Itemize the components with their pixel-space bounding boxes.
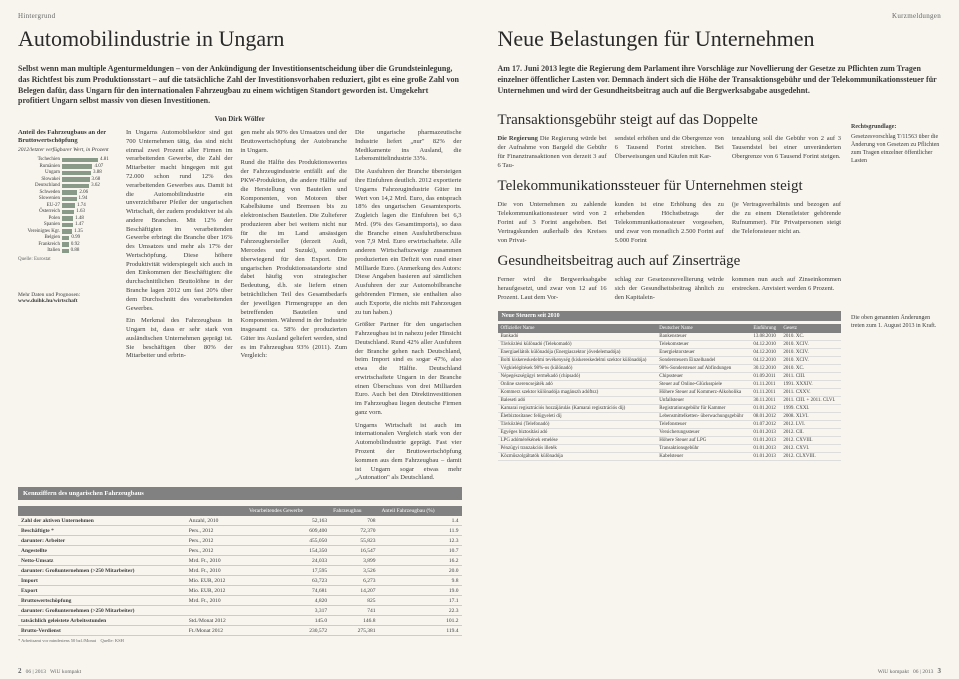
table-row: BruttowertschöpfungMrd. Ft., 20104,82082… — [18, 596, 462, 606]
bar-row: Vereinigtes Kgr.1.35 — [18, 228, 118, 234]
body-columns: Anteil des Fahrzeugbaus an der Bruttower… — [18, 129, 462, 487]
table-row: Baleseti adóUnfallsteuer30.11.20112011. … — [498, 396, 842, 404]
sec3-c1: Ferner wird die Bergwerksabgabe heraufge… — [498, 276, 607, 302]
bar-row: Tschechien4.81 — [18, 157, 118, 163]
right-sidebar: Rechtsgrundlage: Gesetzesvorschlag T/115… — [851, 104, 941, 460]
sidenote1-label: Rechtsgrundlage: — [851, 124, 941, 132]
table-row: Végkielégítések 98%-os (különadó)98%-Son… — [498, 364, 842, 372]
taxtable-title: Neue Steuern seit 2010 — [498, 311, 842, 321]
table-row: LPG adómérékének emeléseHöhere Steuer au… — [498, 436, 842, 444]
rubric-left: Hintergrund — [18, 12, 462, 20]
bar-chart: Tschechien4.81Rumänien4.07Ungarn3.88Slow… — [18, 157, 118, 254]
bar-row: Belgien0.99 — [18, 235, 118, 241]
table-row: BankadóBankensteuer13.08.20102010. XC. — [498, 333, 842, 341]
table-row: ImportMio. EUR, 201263,7236,2739.8 — [18, 576, 462, 586]
ktable-title: Kennziffern des ungarischen Fahrzeugbaus — [18, 487, 462, 500]
intro-right: Am 17. Juni 2013 legte die Regierung dem… — [498, 64, 942, 96]
table-row: Távközlési különadó (Telekomadó)Telekoms… — [498, 340, 842, 348]
right-page: Kurzmeldungen Neue Belastungen für Unter… — [480, 0, 959, 679]
table-row: Távközlési (Telefonadó)Telefonsteuer01.0… — [498, 420, 842, 428]
table-row: Energiaellátók különadója (Energiaszekto… — [498, 348, 842, 356]
table-row: ExportMio. EUR, 201274,68114,20719.0 — [18, 586, 462, 596]
col2: gen mehr als 90% des Umsatzes und der Br… — [241, 129, 348, 487]
chart-title: Anteil des Fahrzeugbaus an der Bruttower… — [18, 129, 118, 145]
footer-left: 2 06 | 2013 WiU kompakt — [18, 667, 81, 675]
table-row: Zahl der aktiven UnternehmenAnzahl, 2010… — [18, 516, 462, 526]
chart-source: Quelle: Eurostat — [18, 257, 118, 262]
table-row: Beschäftigte *Pers., 2012609,40072,37011… — [18, 526, 462, 536]
table-row: Egyéges biztosítási adóVersicherungssteu… — [498, 428, 842, 436]
sidenote2-text: Die oben genannten Änderungen treten zum… — [851, 315, 941, 331]
bar-row: Italien0.88 — [18, 248, 118, 254]
table-row: Kommerz szektor különadója magánszh adóf… — [498, 388, 842, 396]
bar-row: Deutschland3.62 — [18, 183, 118, 189]
footer-right: WiU kompakt 06 | 2013 3 — [878, 667, 941, 675]
bar-row: EU-271.74 — [18, 202, 118, 208]
ktable-note: * Arbeitsamt vor mindestens 50 bzl./Mona… — [18, 638, 96, 643]
table-row: Népegészségügyi termékadó (chipsadó)Chip… — [498, 372, 842, 380]
sidebar-chart: Anteil des Fahrzeugbaus an der Bruttower… — [18, 129, 118, 487]
bar-row: Slowenien1.94 — [18, 196, 118, 202]
col1: In Ungarns Automobilsektor sind gut 700 … — [126, 129, 233, 487]
sec1-c2: sendstel erhöhen und die Obergrenze von … — [615, 135, 724, 170]
bar-row: Spanien1.47 — [18, 222, 118, 228]
sec2-c3: (je Vertragsverhältnis und bezogen auf d… — [732, 201, 841, 245]
ktable-src: Quelle: KSH — [101, 638, 124, 643]
bar-row: Rumänien4.07 — [18, 163, 118, 169]
sideinfo-url: www.duihk.hu/wirtschaft — [18, 298, 118, 304]
table-row: Netto-UmsatzMrd. Ft., 201024,0333,89916.… — [18, 556, 462, 566]
right-main: Transaktionsgebühr steigt auf das Doppel… — [498, 104, 842, 460]
tax-table: Offizieller NameDeutscher NameEinführung… — [498, 324, 842, 461]
bar-row: Polen1.48 — [18, 215, 118, 221]
table-row: Online szerencsejáték adóSteuer auf Onli… — [498, 380, 842, 388]
bar-row: Österreich1.63 — [18, 209, 118, 215]
sec2-heading: Telekommunikationssteuer für Unternehmen… — [498, 178, 842, 195]
table-row: darunter: ArbeiterPers., 2012455,05055,8… — [18, 536, 462, 546]
headline-right: Neue Belastungen für Unternehmen — [498, 26, 942, 52]
sec2-c1: Die von Unternehmen zu zahlende Telekomm… — [498, 201, 607, 245]
bar-row: Slowakei3.68 — [18, 176, 118, 182]
chart-subtitle: 2012/letzter verfügbarer Wert, in Prozen… — [18, 147, 118, 153]
table-row: AngestelltePers., 2012154,35016,54710.7 — [18, 546, 462, 556]
table-row: tatsächlich geleistete ArbeitsstundenStd… — [18, 616, 462, 626]
sec3-c2: schlag zur Gesetzesnovellierung würde si… — [615, 276, 724, 302]
sec1-c3: tenzahlung soll die Gebühr von 2 auf 3 T… — [732, 135, 841, 170]
left-page: Hintergrund Automobilindustrie in Ungarn… — [0, 0, 480, 679]
sec3-heading: Gesundheitsbeitrag auch auf Zinserträge — [498, 253, 842, 270]
bar-row: Schweden2.06 — [18, 189, 118, 195]
rubric-right: Kurzmeldungen — [498, 12, 942, 20]
intro-left: Selbst wenn man multiple Agenturmeldunge… — [18, 64, 462, 107]
sec2-c2: kunden ist eine Erhöhung des zu erhebend… — [615, 201, 724, 245]
table-row: Bolti kiskereskedelmi tevékenység (kiske… — [498, 356, 842, 364]
table-row: Közműszolgáltatók különadójaKabelsteuer0… — [498, 452, 842, 460]
kennziffern-table: Verarbeitendes GewerbeFahrzeugbauAnteil … — [18, 506, 462, 636]
side-info: Mehr Daten und Prognosen: www.duihk.hu/w… — [18, 292, 118, 304]
byline: Von Dirk Wölfer — [18, 115, 462, 123]
table-row: Életbiztosítanec felügyeleti díjLebensmi… — [498, 412, 842, 420]
table-row: darunter: Großunternehmen (>250 Mitarbei… — [18, 606, 462, 616]
table-row: Pénzügyi tranzakciós illetékTransaktions… — [498, 444, 842, 452]
sec1-heading: Transaktionsgebühr steigt auf das Doppel… — [498, 112, 842, 129]
table-row: darunter: Großunternehmen (>250 Mitarbei… — [18, 566, 462, 576]
col3: Die ungarische pharmazeutische Industrie… — [355, 129, 462, 487]
bar-row: Ungarn3.88 — [18, 170, 118, 176]
bar-row: Frankreich0.92 — [18, 241, 118, 247]
sidenote1-text: Gesetzesvorschlag T/11563 über die Änder… — [851, 134, 941, 165]
table-row: Kamarai regisztrációs hozzájárulás (Kama… — [498, 404, 842, 412]
sec1-c1: Die Regierung Die Regierung würde bei de… — [498, 135, 607, 170]
sec3-c3: kommen nun auch auf Zinseinkommen erstre… — [732, 276, 841, 302]
headline-left: Automobilindustrie in Ungarn — [18, 26, 462, 52]
table-row: Brutto-VerdienstFt./Monat 2012230,572275… — [18, 626, 462, 636]
